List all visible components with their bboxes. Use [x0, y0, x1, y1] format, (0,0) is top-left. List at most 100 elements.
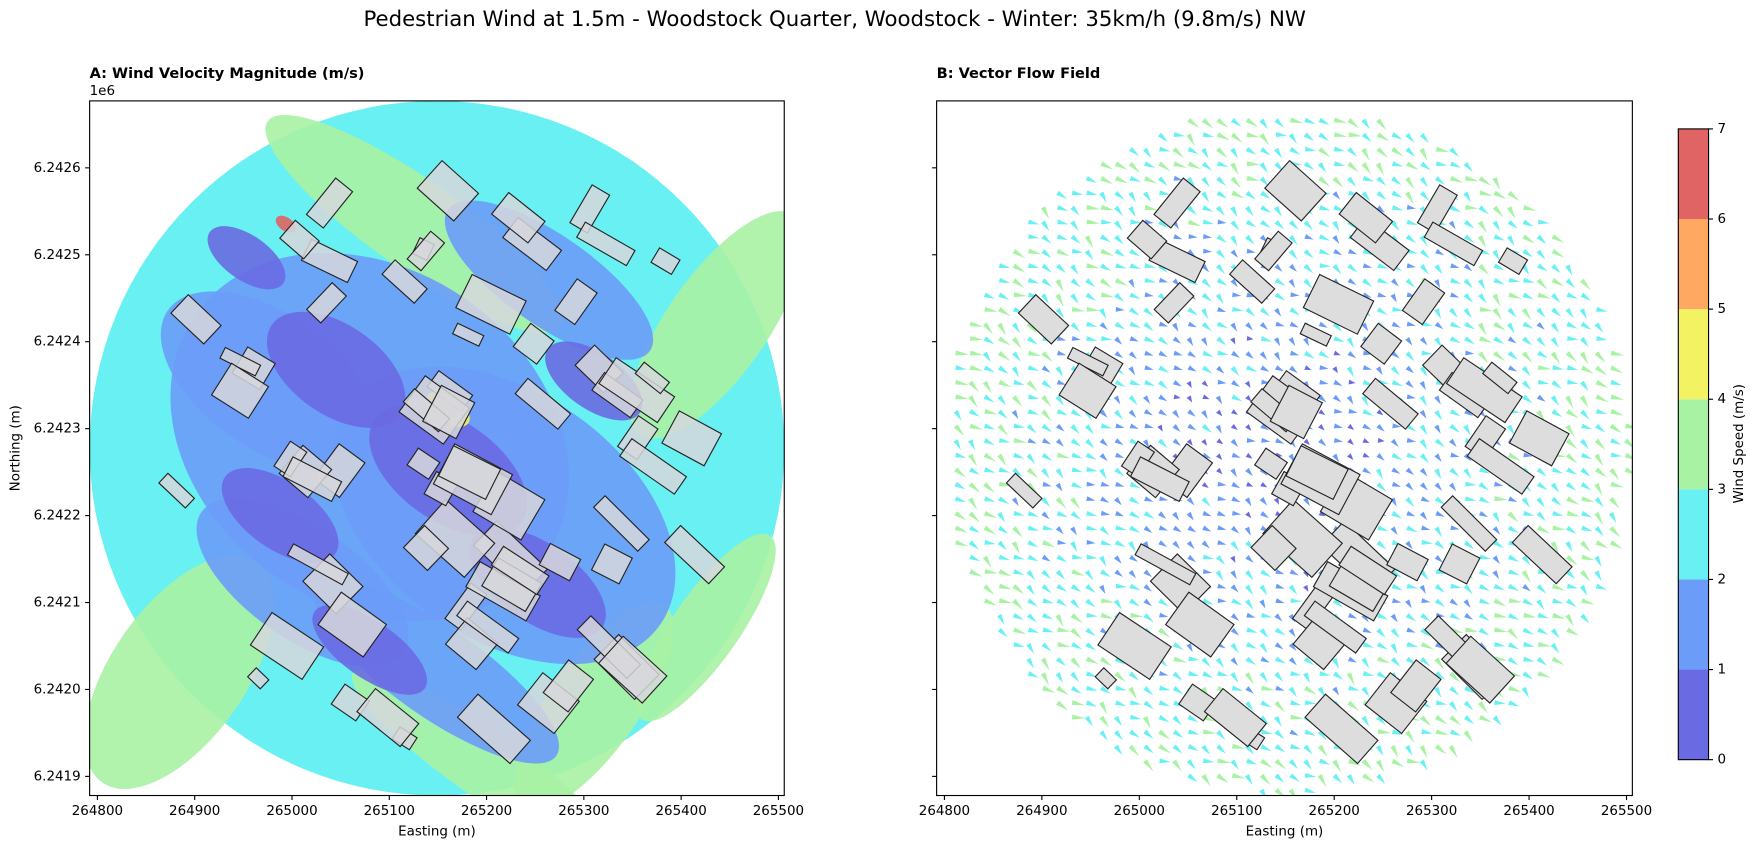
flow-arrow: [1479, 306, 1494, 312]
flow-arrow: [1230, 468, 1237, 478]
flow-arrow: [1099, 715, 1110, 728]
flow-arrow: [1450, 175, 1464, 183]
flow-arrow: [1144, 350, 1154, 356]
flow-arrow: [1420, 496, 1431, 502]
y-tick-label: 6.2422: [34, 509, 81, 524]
flow-arrow: [1026, 424, 1037, 434]
flow-arrow: [1449, 336, 1461, 344]
flow-arrow: [1245, 117, 1259, 128]
flow-arrow: [969, 423, 984, 430]
flow-arrow: [968, 380, 980, 393]
flow-arrow: [969, 321, 984, 327]
flow-arrow: [1173, 656, 1188, 663]
flow-arrow: [1013, 641, 1025, 647]
flow-arrow: [1187, 350, 1197, 358]
flow-arrow: [1508, 292, 1522, 299]
building: [1153, 281, 1195, 324]
flow-arrow: [1550, 482, 1560, 494]
plot-area: [953, 117, 1633, 796]
flow-arrow: [968, 453, 978, 467]
flow-arrow: [1362, 438, 1370, 444]
flow-arrow: [1421, 539, 1433, 545]
flow-arrow: [1086, 510, 1098, 517]
building: [279, 219, 320, 260]
flow-arrow: [1608, 512, 1617, 524]
building: [1338, 191, 1394, 244]
flow-arrow: [983, 292, 996, 299]
flow-arrow: [1142, 395, 1151, 405]
flow-arrow: [1215, 453, 1223, 461]
flow-arrow: [1522, 292, 1534, 300]
flow-arrow: [1172, 409, 1180, 419]
flow-arrow: [1013, 379, 1025, 386]
flow-arrow: [1494, 700, 1506, 705]
flow-arrow: [1449, 598, 1459, 606]
flow-arrow: [1245, 555, 1254, 563]
flow-arrow: [1129, 554, 1138, 562]
flow-arrow: [1085, 642, 1096, 651]
flow-arrow: [1463, 293, 1474, 303]
flow-arrow: [998, 467, 1011, 473]
x-tick-label: 265300: [1406, 804, 1457, 819]
flow-arrow: [1259, 773, 1271, 786]
flow-arrow: [1522, 321, 1534, 329]
flow-arrow: [1230, 759, 1239, 770]
flow-arrow: [1551, 248, 1565, 258]
flow-arrow: [1172, 336, 1182, 344]
flow-arrow: [1012, 526, 1023, 538]
flow-arrow: [984, 467, 996, 473]
flow-arrow: [1406, 641, 1419, 648]
flow-arrow: [1202, 510, 1212, 517]
flow-arrow: [1274, 758, 1287, 770]
flow-arrow: [1071, 452, 1083, 459]
flow-arrow: [1260, 190, 1271, 200]
flow-arrow: [1260, 744, 1272, 752]
flow-arrow: [1319, 263, 1331, 269]
flow-arrow: [1215, 293, 1224, 305]
flow-arrow: [1391, 481, 1402, 487]
field-patch: [160, 291, 377, 471]
flow-arrow: [1522, 248, 1533, 258]
flow-arrow: [1027, 671, 1039, 678]
flow-arrow: [1419, 264, 1429, 275]
flow-arrow: [1318, 132, 1329, 141]
flow-arrow: [1406, 627, 1416, 633]
flow-arrow: [1231, 496, 1241, 503]
building: [286, 543, 349, 586]
flow-arrow: [1201, 482, 1209, 489]
flow-arrow: [1610, 408, 1624, 416]
flow-arrow: [1463, 263, 1473, 272]
flow-arrow: [1012, 248, 1026, 259]
flow-arrow: [1245, 452, 1253, 459]
flow-arrow: [1419, 584, 1426, 594]
flow-arrow: [1565, 613, 1574, 627]
flow-arrow: [1086, 321, 1098, 328]
flow-arrow: [1244, 205, 1254, 217]
flow-arrow: [1012, 263, 1026, 273]
flow-arrow: [1202, 234, 1213, 239]
flow-arrow: [1479, 336, 1493, 343]
flow-arrow: [1609, 526, 1621, 538]
flow-arrow: [1012, 584, 1025, 595]
flow-arrow: [1477, 701, 1488, 714]
flow-arrow: [1318, 117, 1330, 126]
flow-arrow: [998, 336, 1011, 346]
flow-arrow: [1084, 249, 1094, 261]
flow-arrow: [1158, 540, 1168, 548]
flow-arrow: [1377, 525, 1389, 532]
flow-arrow: [1100, 161, 1114, 170]
flow-arrow: [1086, 525, 1098, 531]
flow-arrow: [1259, 788, 1266, 796]
building: [402, 524, 450, 572]
flow-arrow: [1100, 510, 1111, 516]
flow-arrow: [1230, 322, 1238, 332]
flow-arrow: [1537, 641, 1552, 647]
flow-arrow: [1244, 599, 1254, 610]
flow-arrow: [1609, 497, 1620, 509]
flow-arrow: [1275, 583, 1285, 589]
flow-arrow: [1493, 351, 1506, 362]
flow-arrow: [1377, 612, 1389, 620]
flow-arrow: [1158, 161, 1171, 172]
flow-arrow: [1274, 278, 1286, 287]
flow-arrow: [955, 365, 967, 370]
